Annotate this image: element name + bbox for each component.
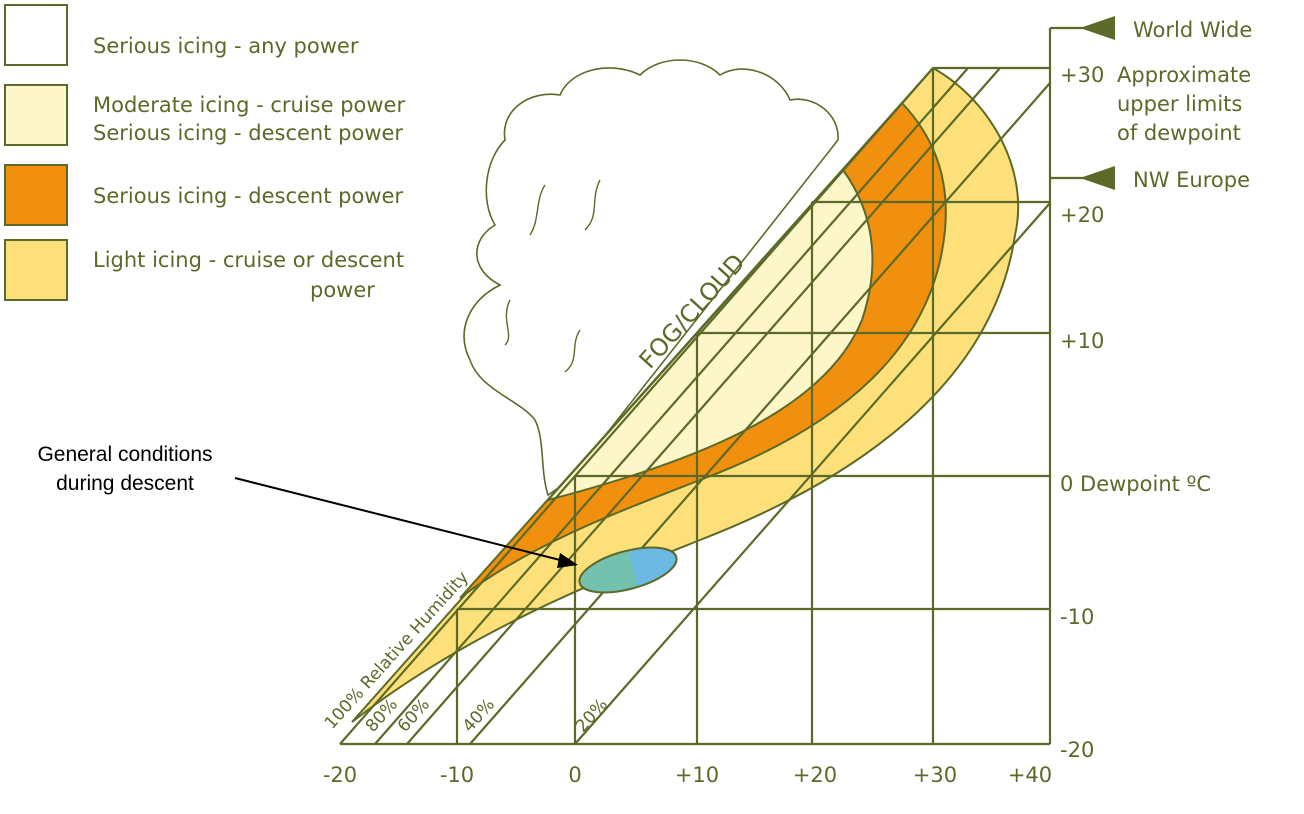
x-label: -20: [323, 763, 357, 787]
rh-label: 20%: [572, 695, 612, 736]
limit-label: upper limits: [1117, 92, 1242, 116]
x-label: -10: [440, 763, 474, 787]
rh-label: 60%: [394, 695, 434, 736]
annotation: General conditions: [37, 443, 212, 466]
y-label: 0 Dewpoint ºC: [1060, 472, 1211, 496]
limit-label: Approximate: [1117, 63, 1251, 87]
legend-label: Serious icing - any power: [93, 34, 359, 58]
y-label: +10: [1060, 329, 1104, 353]
y-label: -20: [1060, 738, 1094, 762]
pointer-arrow: [235, 478, 568, 562]
arrow-head: [1080, 166, 1115, 190]
legend-swatch: [5, 85, 67, 145]
limit-label: NW Europe: [1133, 168, 1250, 192]
limit-label: World Wide: [1133, 18, 1252, 42]
cloud-detail: [505, 180, 600, 372]
legend-label: Serious icing - descent power: [93, 121, 403, 145]
rh-label: 40%: [459, 695, 499, 736]
arrow-head: [1080, 16, 1115, 40]
annotation: during descent: [56, 472, 194, 495]
x-label: +20: [793, 763, 837, 787]
x-label: +40: [1008, 763, 1052, 787]
legend-swatch: [5, 5, 67, 65]
x-label: 0: [568, 763, 581, 787]
y-label: +30: [1060, 63, 1104, 87]
x-label: +30: [913, 763, 957, 787]
icing-diagram: Serious icing - any power Moderate icing…: [0, 0, 1304, 814]
legend-label: Light icing - cruise or descent: [93, 248, 404, 272]
legend-swatch: [5, 165, 67, 225]
y-label: +20: [1060, 203, 1104, 227]
legend-label: power: [310, 278, 375, 302]
rh-label: 80%: [362, 695, 402, 736]
legend-swatch: [5, 240, 67, 300]
x-label: +10: [675, 763, 719, 787]
legend-label: Moderate icing - cruise power: [93, 93, 405, 117]
y-label: -10: [1060, 605, 1094, 629]
legend-label: Serious icing - descent power: [93, 184, 403, 208]
limit-label: of dewpoint: [1117, 121, 1241, 145]
